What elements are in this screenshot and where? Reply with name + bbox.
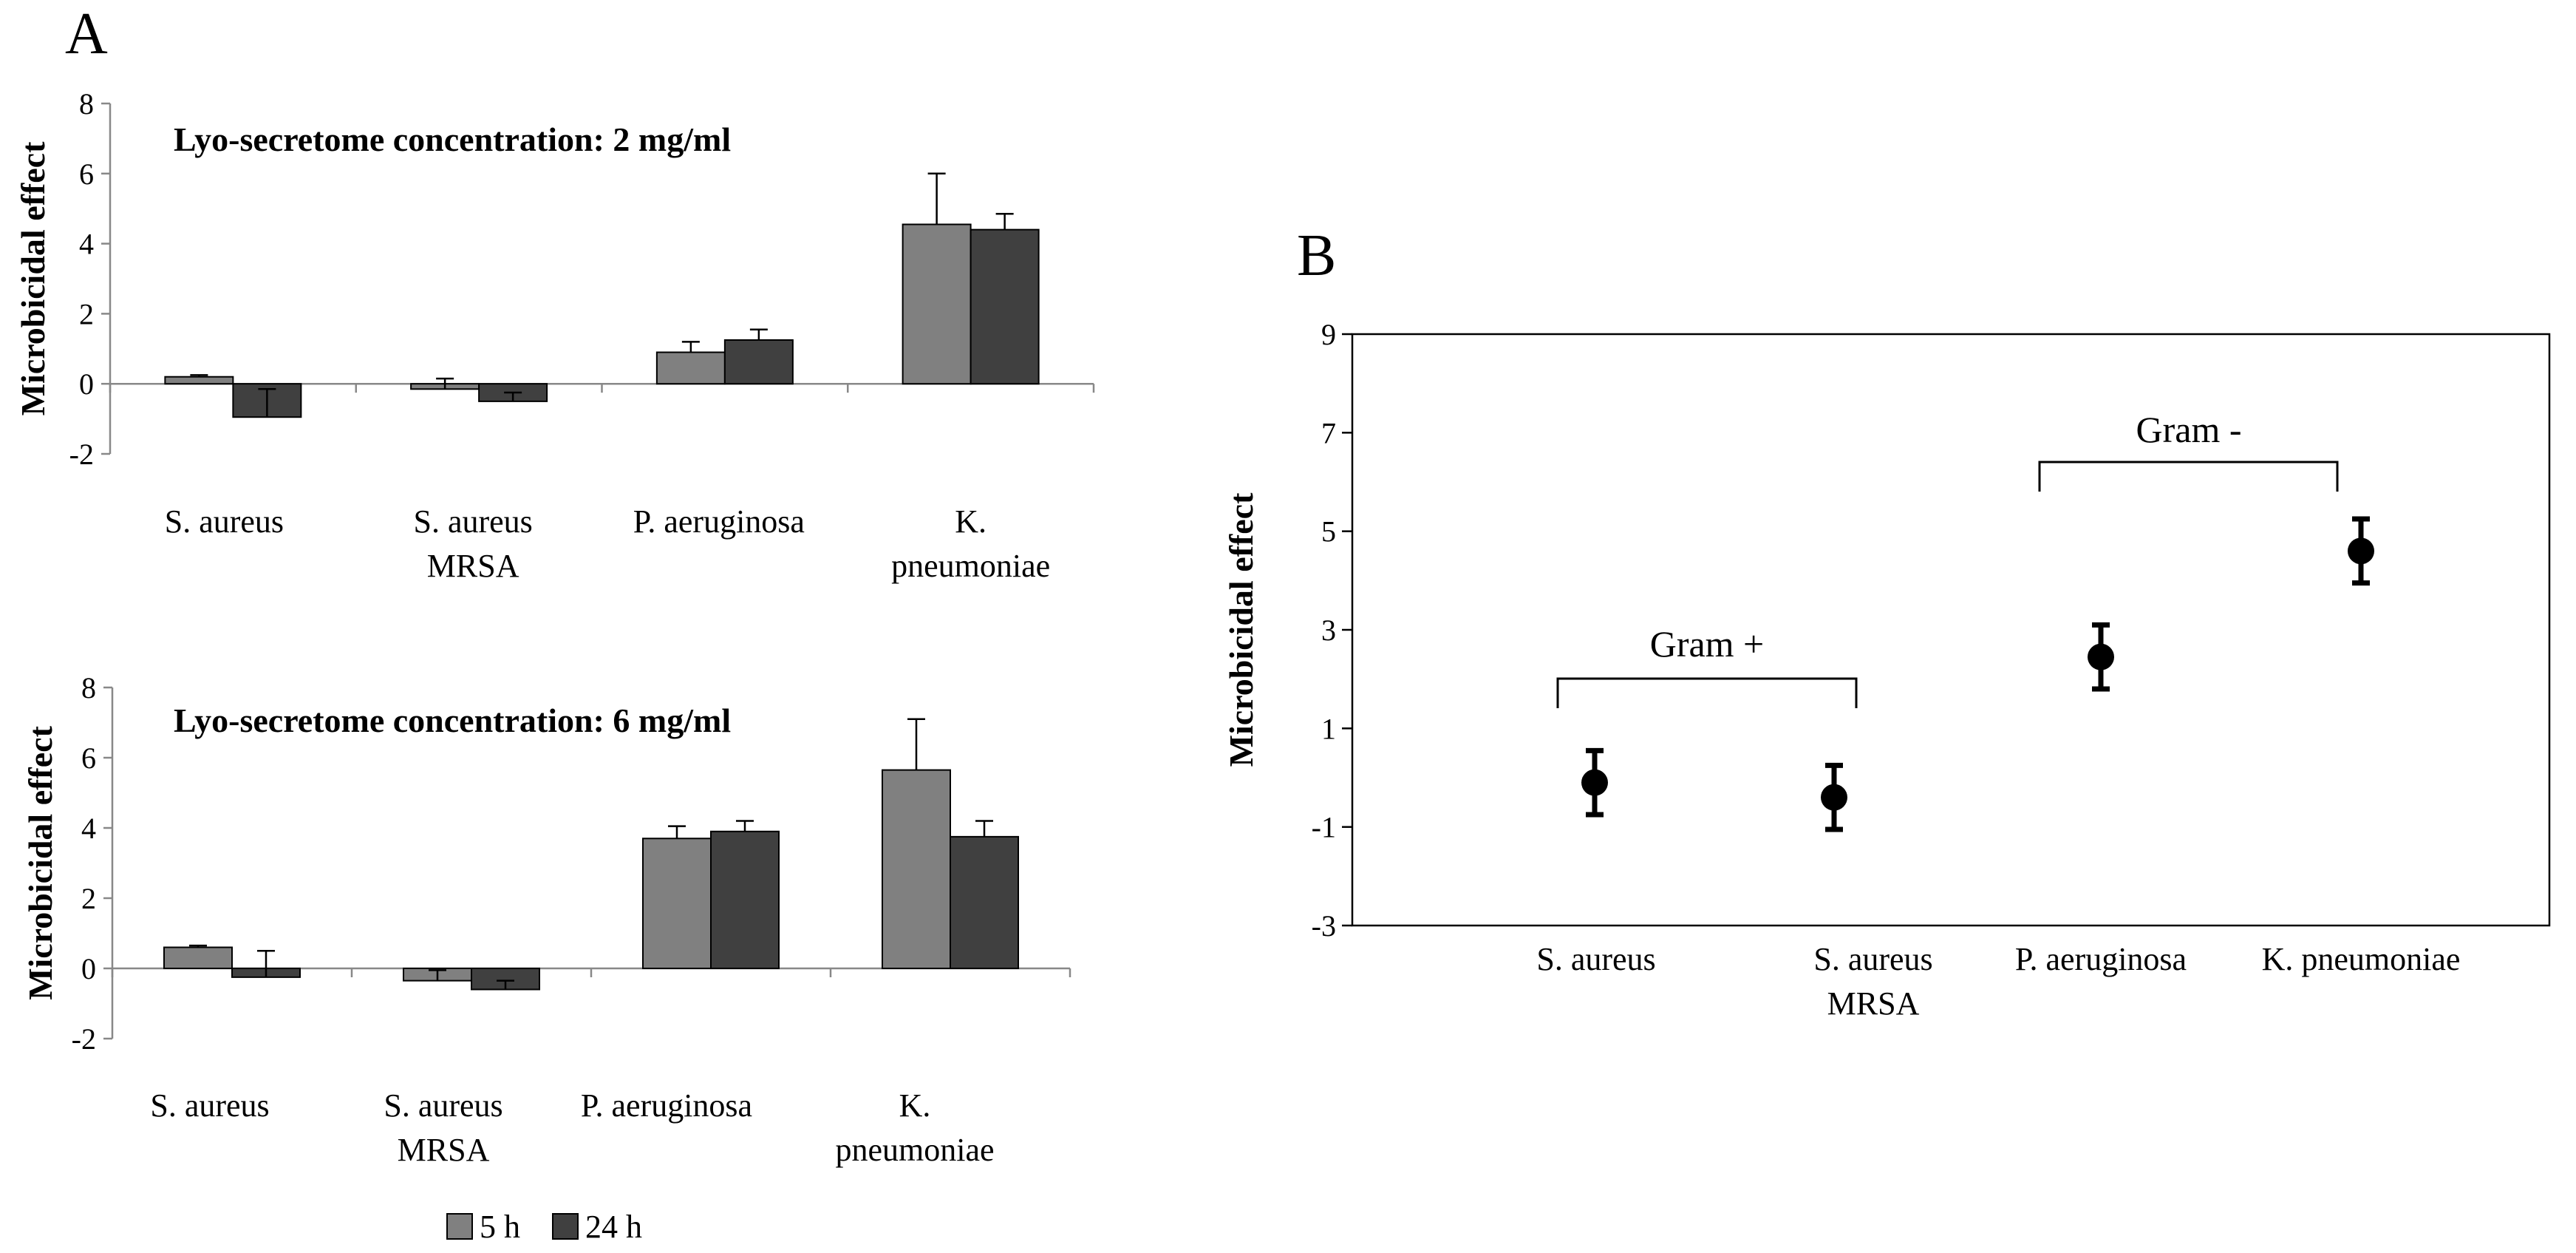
data-point-0 xyxy=(1581,769,1608,796)
panel-a-letter: A xyxy=(65,1,108,67)
y-axis-title: Microbicidal effect xyxy=(1222,492,1260,767)
y-tick-label: 3 xyxy=(1321,614,1336,647)
data-point-3 xyxy=(2348,537,2374,565)
group-bracket-1 xyxy=(2038,461,2339,492)
chart-title: Lyo-secretome concentration: 6 mg/ml xyxy=(174,702,731,739)
y-tick-label: -2 xyxy=(72,1022,96,1056)
bar-chart-6mg: -2 0 2 4 6 8 S. aureus S. aureus MRSA P. aerugino… xyxy=(21,671,1071,1168)
y-tick-label: 1 xyxy=(1321,712,1336,745)
group-bracket-0 xyxy=(1556,677,1858,708)
category-label: pneumoniae xyxy=(891,548,1050,584)
bar-5h-3 xyxy=(902,223,972,385)
scatter-chart-gram: -3 -1 1 3 5 7 9 S. aureus S. aureus MRSA P. aerugi… xyxy=(1222,318,2551,1022)
bar-5h-2 xyxy=(655,351,726,385)
legend-label-0: 5 h xyxy=(480,1209,520,1245)
category-label: K. pneumoniae xyxy=(2262,941,2461,977)
y-axis-title: Microbicidal effect xyxy=(21,725,59,1000)
category-label: K. xyxy=(899,1087,931,1124)
bar-5h-2 xyxy=(642,838,712,969)
bar-24h-3 xyxy=(950,835,1019,969)
y-tick-label: 5 xyxy=(1321,515,1336,549)
y-tick-label: -1 xyxy=(1312,811,1336,844)
category-label: MRSA xyxy=(398,1132,490,1168)
category-label: S. aureus xyxy=(413,503,532,540)
category-label: P. aeruginosa xyxy=(633,503,805,540)
category-label: P. aeruginosa xyxy=(581,1087,752,1124)
y-tick-label: 0 xyxy=(79,367,94,401)
legend: 5 h 24 h xyxy=(446,1209,642,1245)
y-tick-label: -2 xyxy=(69,438,94,471)
category-label: MRSA xyxy=(1827,985,1920,1022)
chart-title: Lyo-secretome concentration: 2 mg/ml xyxy=(174,120,731,158)
category-label: pneumoniae xyxy=(835,1132,994,1168)
bar-24h-2 xyxy=(710,830,780,969)
data-point-1 xyxy=(1821,784,1847,811)
category-label: MRSA xyxy=(427,548,519,584)
category-label: K. xyxy=(955,503,987,540)
legend-swatch-1 xyxy=(552,1213,579,1240)
y-tick-label: 0 xyxy=(81,952,96,985)
y-tick-label: 9 xyxy=(1321,318,1336,351)
y-tick-label: 6 xyxy=(81,741,96,775)
y-tick-label: 2 xyxy=(81,882,96,915)
panel-b-letter: B xyxy=(1297,223,1336,288)
data-point-2 xyxy=(2088,643,2114,670)
y-tick-label: 7 xyxy=(1321,416,1336,449)
y-tick-label: 4 xyxy=(81,812,96,845)
y-tick-label: 6 xyxy=(79,157,94,191)
legend-label-1: 24 h xyxy=(585,1209,642,1245)
bar-5h-0 xyxy=(163,946,233,969)
category-label: S. aureus xyxy=(150,1087,269,1124)
plot-frame xyxy=(1351,333,2551,927)
y-tick-label: -3 xyxy=(1312,909,1336,943)
y-tick-label: 8 xyxy=(81,671,96,704)
group-label-1: Gram - xyxy=(2136,409,2242,450)
bar-24h-1 xyxy=(471,968,540,991)
bar-5h-3 xyxy=(882,769,951,969)
bar-chart-2mg: -2 0 2 4 6 8 S. aureus S. aureus MRSA P. aerugino… xyxy=(14,87,1095,584)
bar-24h-3 xyxy=(970,228,1040,385)
category-label: P. aeruginosa xyxy=(2015,941,2187,977)
y-tick-label: 4 xyxy=(79,228,94,261)
y-axis-title: Microbicidal effect xyxy=(14,141,52,416)
bar-5h-0 xyxy=(164,376,234,385)
category-label: S. aureus xyxy=(1813,941,1932,977)
category-label: S. aureus xyxy=(165,503,284,540)
legend-swatch-0 xyxy=(446,1213,473,1240)
category-label: S. aureus xyxy=(1536,941,1655,977)
group-label-0: Gram + xyxy=(1650,623,1765,665)
category-label: S. aureus xyxy=(384,1087,502,1124)
y-tick-label: 8 xyxy=(79,87,94,120)
y-tick-label: 2 xyxy=(79,297,94,330)
bar-24h-2 xyxy=(723,339,794,385)
